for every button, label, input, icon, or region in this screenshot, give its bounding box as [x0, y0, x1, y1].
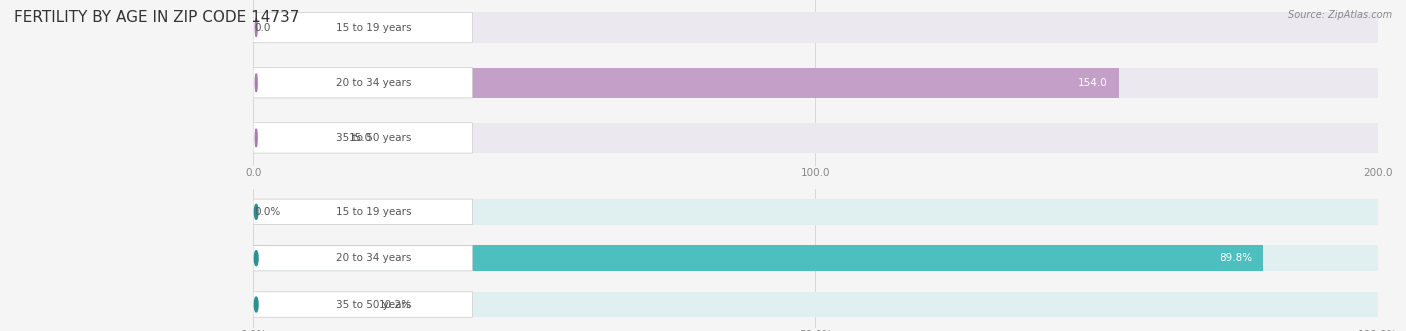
Text: 35 to 50 years: 35 to 50 years [336, 133, 412, 143]
Bar [253, 123, 1378, 153]
Bar [253, 292, 1378, 317]
Text: 35 to 50 years: 35 to 50 years [336, 300, 412, 309]
FancyBboxPatch shape [253, 292, 472, 317]
Circle shape [254, 204, 259, 219]
Circle shape [254, 251, 259, 266]
Text: FERTILITY BY AGE IN ZIP CODE 14737: FERTILITY BY AGE IN ZIP CODE 14737 [14, 10, 299, 25]
Bar [253, 246, 1378, 271]
Circle shape [256, 19, 257, 36]
Circle shape [256, 74, 257, 92]
FancyBboxPatch shape [253, 246, 472, 271]
Text: 20 to 34 years: 20 to 34 years [336, 78, 412, 88]
FancyBboxPatch shape [253, 68, 472, 98]
Text: 15 to 19 years: 15 to 19 years [336, 207, 412, 217]
Circle shape [256, 129, 257, 147]
Bar [253, 246, 1263, 271]
Bar [253, 199, 1378, 225]
FancyBboxPatch shape [253, 123, 472, 153]
FancyBboxPatch shape [253, 199, 472, 225]
Bar [253, 123, 337, 153]
Text: 154.0: 154.0 [1078, 78, 1108, 88]
Bar [253, 68, 1119, 98]
Bar [253, 68, 1378, 98]
Text: Source: ZipAtlas.com: Source: ZipAtlas.com [1288, 10, 1392, 20]
Text: 0.0: 0.0 [254, 23, 270, 32]
FancyBboxPatch shape [253, 12, 472, 43]
Text: 15.0: 15.0 [349, 133, 371, 143]
Text: 89.8%: 89.8% [1219, 253, 1251, 263]
Text: 20 to 34 years: 20 to 34 years [336, 253, 412, 263]
Text: 10.2%: 10.2% [380, 300, 412, 309]
Bar [253, 13, 1378, 43]
Text: 0.0%: 0.0% [254, 207, 280, 217]
Bar [253, 292, 368, 317]
Text: 15 to 19 years: 15 to 19 years [336, 23, 412, 32]
Circle shape [254, 297, 259, 312]
